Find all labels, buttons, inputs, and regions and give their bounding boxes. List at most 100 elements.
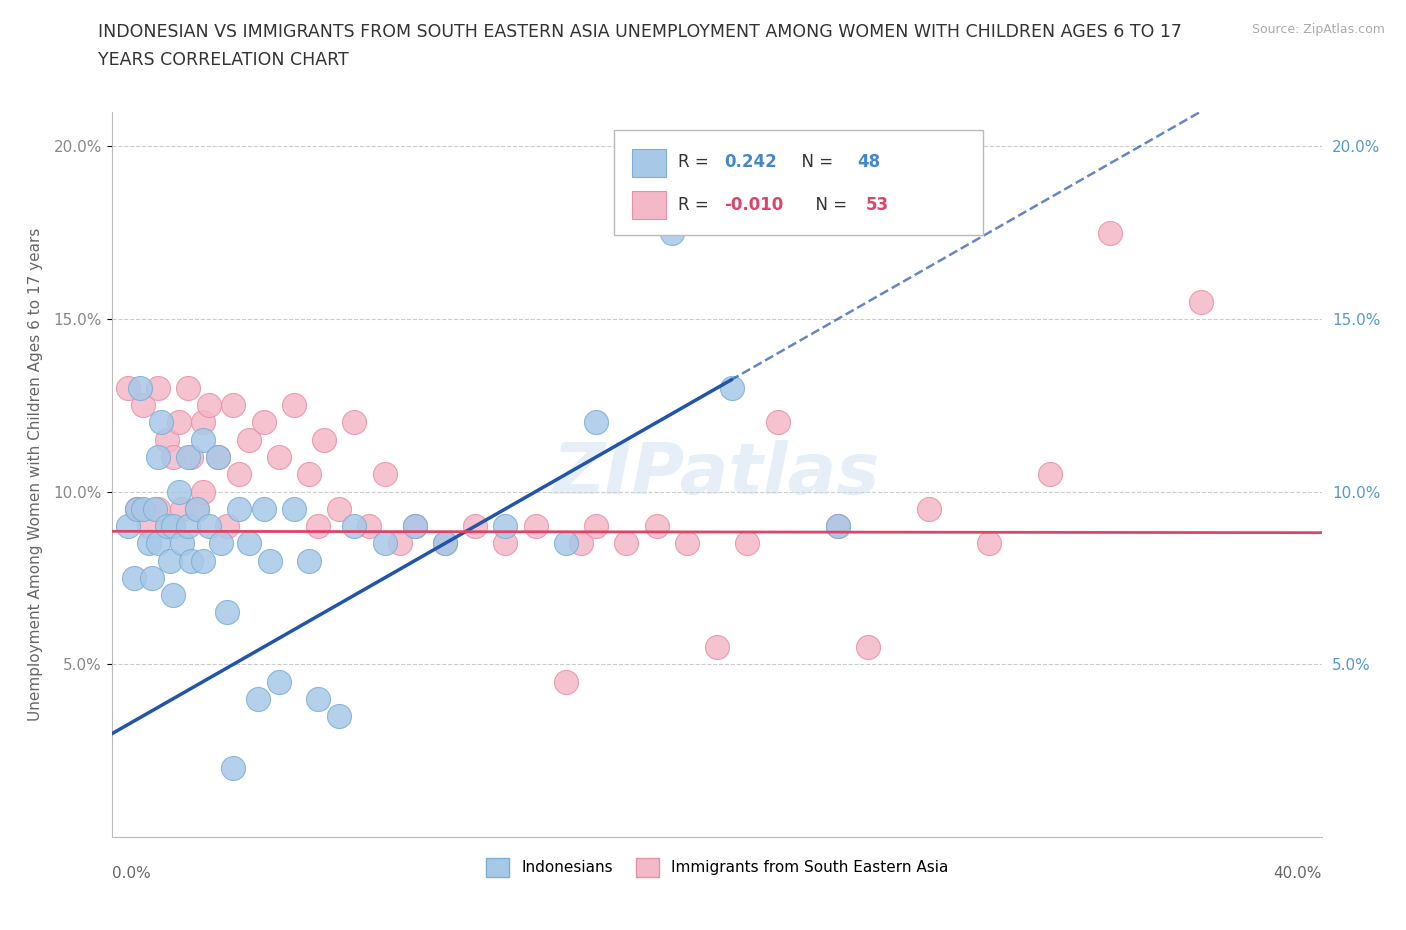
Point — [180, 449, 202, 464]
Point — [180, 553, 202, 568]
Text: INDONESIAN VS IMMIGRANTS FROM SOUTH EASTERN ASIA UNEMPLOYMENT AMONG WOMEN WITH C: INDONESIAN VS IMMIGRANTS FROM SOUTH EAST… — [98, 23, 1182, 41]
Point — [138, 536, 160, 551]
Point — [283, 501, 305, 516]
Text: N =: N = — [806, 196, 852, 214]
Y-axis label: Unemployment Among Women with Children Ages 6 to 17 years: Unemployment Among Women with Children A… — [28, 228, 42, 721]
Point — [388, 536, 411, 551]
Point — [162, 588, 184, 603]
Point — [737, 536, 759, 551]
Text: 0.0%: 0.0% — [112, 866, 152, 881]
Point — [191, 485, 214, 499]
Text: 0.242: 0.242 — [724, 153, 778, 171]
Point — [125, 501, 148, 516]
Point — [569, 536, 592, 551]
Point — [143, 501, 166, 516]
Point — [253, 415, 276, 430]
Point — [146, 501, 169, 516]
Point — [343, 519, 366, 534]
Point — [433, 536, 456, 551]
Text: 48: 48 — [858, 153, 880, 171]
Point — [661, 225, 683, 240]
Point — [156, 432, 179, 447]
Text: R =: R = — [678, 153, 714, 171]
Point — [1098, 225, 1121, 240]
Point — [149, 415, 172, 430]
Text: 53: 53 — [866, 196, 889, 214]
Point — [827, 519, 849, 534]
Point — [146, 380, 169, 395]
Point — [404, 519, 426, 534]
Point — [170, 501, 193, 516]
Point — [495, 519, 517, 534]
Point — [433, 536, 456, 551]
Point — [918, 501, 941, 516]
Point — [328, 501, 350, 516]
Legend: Indonesians, Immigrants from South Eastern Asia: Indonesians, Immigrants from South Easte… — [486, 857, 948, 876]
Point — [766, 415, 789, 430]
Text: N =: N = — [790, 153, 838, 171]
Point — [827, 519, 849, 534]
Point — [706, 640, 728, 655]
Point — [343, 415, 366, 430]
Text: YEARS CORRELATION CHART: YEARS CORRELATION CHART — [98, 51, 349, 69]
Point — [207, 449, 229, 464]
Point — [464, 519, 486, 534]
Point — [404, 519, 426, 534]
Point — [283, 398, 305, 413]
Point — [554, 536, 576, 551]
Point — [328, 709, 350, 724]
Text: 40.0%: 40.0% — [1274, 866, 1322, 881]
Point — [298, 553, 321, 568]
Point — [141, 570, 163, 585]
Point — [228, 467, 250, 482]
Point — [167, 485, 190, 499]
Point — [146, 536, 169, 551]
Point — [209, 536, 232, 551]
Point — [616, 536, 638, 551]
Point — [1189, 294, 1212, 309]
Point — [554, 674, 576, 689]
Point — [191, 415, 214, 430]
Point — [267, 449, 290, 464]
Point — [167, 415, 190, 430]
Point — [170, 536, 193, 551]
Point — [146, 449, 169, 464]
FancyBboxPatch shape — [614, 130, 983, 235]
Point — [267, 674, 290, 689]
Point — [307, 519, 329, 534]
Point — [977, 536, 1000, 551]
Point — [132, 501, 155, 516]
Bar — [633, 192, 666, 219]
Point — [645, 519, 668, 534]
Point — [856, 640, 880, 655]
Point — [524, 519, 547, 534]
Point — [228, 501, 250, 516]
Point — [138, 519, 160, 534]
Point — [222, 398, 245, 413]
Point — [585, 519, 607, 534]
Point — [122, 570, 145, 585]
Point — [253, 501, 276, 516]
Point — [238, 432, 260, 447]
Point — [125, 501, 148, 516]
Point — [198, 398, 221, 413]
Text: Source: ZipAtlas.com: Source: ZipAtlas.com — [1251, 23, 1385, 36]
Point — [177, 380, 200, 395]
Point — [132, 398, 155, 413]
Point — [177, 449, 200, 464]
Point — [117, 380, 139, 395]
Bar — [633, 150, 666, 177]
Point — [177, 519, 200, 534]
Point — [159, 553, 181, 568]
Point — [156, 519, 179, 534]
Point — [162, 449, 184, 464]
Point — [495, 536, 517, 551]
Point — [186, 501, 208, 516]
Point — [222, 761, 245, 776]
Point — [259, 553, 281, 568]
Text: R =: R = — [678, 196, 714, 214]
Point — [314, 432, 336, 447]
Point — [191, 432, 214, 447]
Point — [217, 519, 239, 534]
Point — [238, 536, 260, 551]
